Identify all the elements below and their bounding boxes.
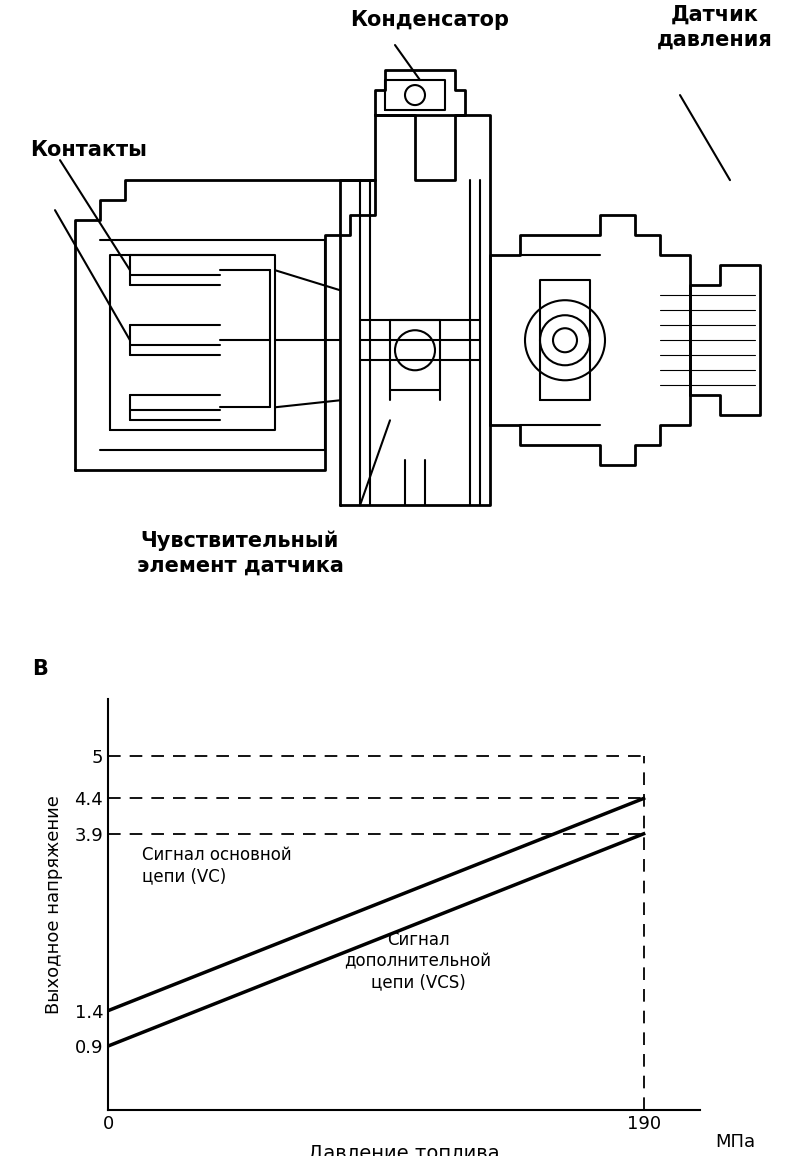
Text: МПа: МПа <box>715 1133 755 1150</box>
Text: Сигнал основной
цепи (VC): Сигнал основной цепи (VC) <box>142 846 291 885</box>
Text: Чувствительный: Чувствительный <box>141 531 339 551</box>
Text: В: В <box>32 659 48 679</box>
Text: давления: давления <box>657 30 773 50</box>
Text: Контакты: Контакты <box>30 140 147 161</box>
Text: Сигнал
дополнительной
цепи (VCS): Сигнал дополнительной цепи (VCS) <box>345 932 491 991</box>
X-axis label: Давление топлива: Давление топлива <box>308 1143 500 1156</box>
Y-axis label: Выходное напряжение: Выходное напряжение <box>46 795 63 1014</box>
Text: Датчик: Датчик <box>671 5 759 25</box>
Text: Конденсатор: Конденсатор <box>350 10 510 30</box>
Text: элемент датчика: элемент датчика <box>137 555 343 576</box>
